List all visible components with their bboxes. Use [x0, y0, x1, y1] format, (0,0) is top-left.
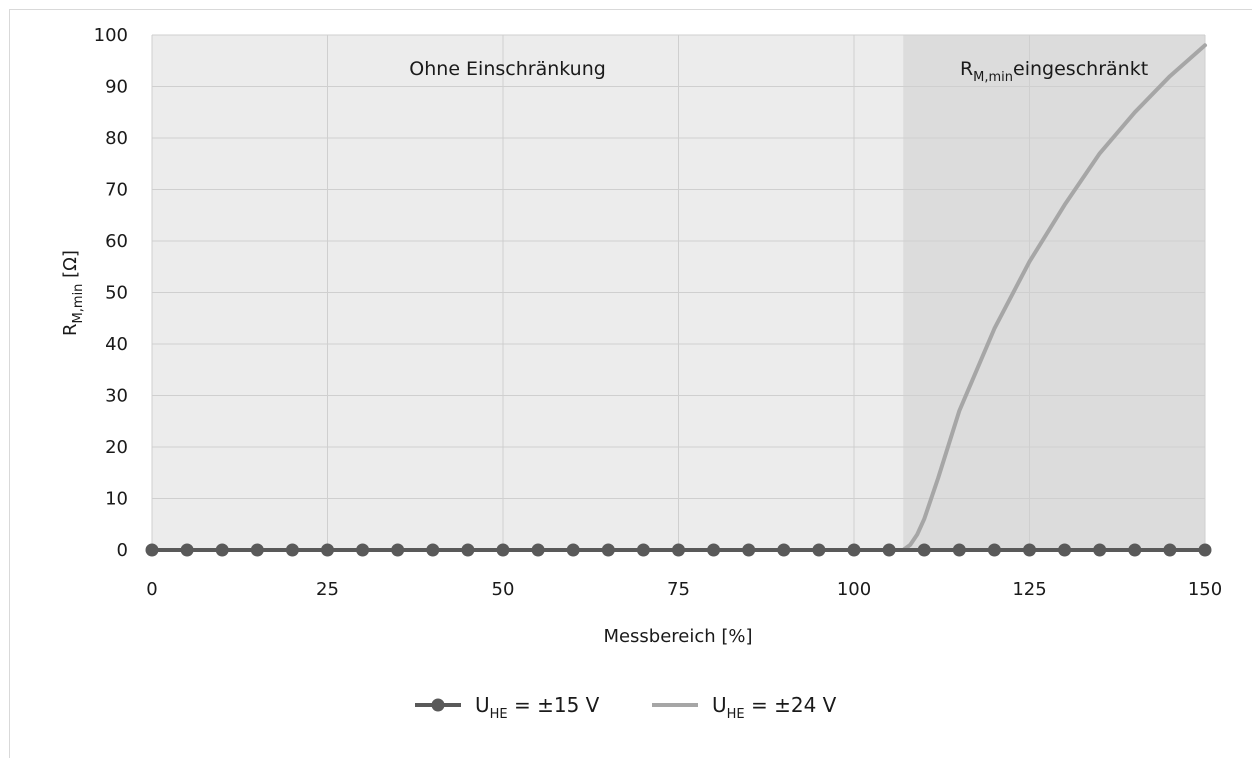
- y-tick-label: 100: [94, 25, 128, 46]
- y-axis-title-main: R: [60, 323, 81, 336]
- chart-frame: [9, 9, 1252, 758]
- legend-label-2: UHE = ±24 V: [712, 693, 837, 722]
- region-label-1-main: Ohne Einschränkung: [409, 58, 606, 80]
- y-tick-label: 0: [117, 540, 128, 561]
- series-1-point: [1093, 543, 1107, 557]
- series-1-point: [285, 543, 299, 557]
- x-tick-label: 0: [146, 579, 157, 600]
- series-1-point: [601, 543, 615, 557]
- legend-label-2-main: U: [712, 693, 727, 717]
- series-1-point: [145, 543, 159, 557]
- series-1-point: [1128, 543, 1142, 557]
- x-tick-label: 100: [837, 579, 871, 600]
- region-label-2-main: R: [960, 58, 973, 80]
- y-axis-title: RM,min [Ω]: [60, 250, 86, 336]
- series-1-point: [250, 543, 264, 557]
- y-tick-label: 70: [105, 180, 128, 201]
- series-1-point: [426, 543, 440, 557]
- series-1-point: [742, 543, 756, 557]
- series-1-point: [321, 543, 334, 557]
- legend-label-1-main: U: [475, 693, 490, 717]
- series-1-point: [1198, 543, 1212, 557]
- y-tick-label: 50: [105, 283, 128, 304]
- series-1-point: [987, 543, 1001, 557]
- y-tick-label: 60: [105, 231, 128, 252]
- y-axis-title-sub: M,min: [71, 284, 86, 324]
- series-1-point: [952, 543, 966, 557]
- series-1-point: [461, 543, 475, 557]
- series-layer: [145, 43, 1212, 557]
- legend-label-1-sub: HE: [490, 707, 508, 722]
- x-tick-label: 150: [1188, 579, 1222, 600]
- series-1-point: [496, 543, 510, 557]
- region-label-2: RM,mineingeschränkt: [960, 58, 1148, 85]
- y-tick-label: 30: [105, 386, 128, 407]
- series-1-point: [707, 543, 721, 557]
- legend: UHE = ±15 V UHE = ±24 V: [415, 693, 837, 722]
- region-label-2-sub: M,min: [973, 70, 1013, 85]
- series-1-point: [847, 543, 861, 557]
- region-labels-layer: Ohne Einschränkung RM,mineingeschränkt: [409, 58, 1148, 85]
- series-1-point: [215, 543, 229, 557]
- x-tick-label: 25: [316, 579, 339, 600]
- series-1-point: [636, 543, 650, 557]
- y-tick-labels: 0 10 20 30 40 50 60 70 80 90 100: [94, 25, 128, 561]
- series-1-point: [531, 543, 545, 557]
- legend-label-2-rest: = ±24 V: [745, 693, 837, 717]
- x-tick-label: 75: [667, 579, 690, 600]
- region-label-2-rest: eingeschränkt: [1013, 58, 1148, 80]
- series-1-point: [1058, 543, 1072, 557]
- legend-label-1: UHE = ±15 V: [475, 693, 600, 722]
- series-1-point: [356, 543, 370, 557]
- series-1-point: [882, 543, 896, 557]
- grid-layer: [151, 34, 1206, 551]
- x-axis-title: Messbereich [%]: [603, 626, 752, 647]
- legend-label-1-rest: = ±15 V: [508, 693, 600, 717]
- y-tick-label: 80: [105, 128, 128, 149]
- legend-label-2-sub: HE: [727, 707, 745, 722]
- x-tick-label: 50: [492, 579, 515, 600]
- series-1-point: [672, 543, 685, 557]
- series-1-point: [180, 543, 194, 557]
- y-tick-label: 90: [105, 77, 128, 98]
- y-tick-label: 40: [105, 334, 128, 355]
- y-tick-label: 10: [105, 489, 128, 510]
- y-tick-label: 20: [105, 437, 128, 458]
- series-1-point: [1163, 543, 1177, 557]
- x-tick-labels: 0 25 50 75 100 125 150: [146, 579, 1222, 600]
- region-label-1: Ohne Einschränkung: [409, 58, 606, 80]
- series-1-point: [917, 543, 931, 557]
- series-1-point: [566, 543, 580, 557]
- series-1-point: [812, 543, 826, 557]
- series-1-point: [777, 543, 791, 557]
- x-tick-label: 125: [1012, 579, 1046, 600]
- y-axis-title-rest: [Ω]: [60, 250, 81, 284]
- series-1-point: [391, 543, 405, 557]
- legend-marker-1: [431, 698, 445, 712]
- series-1-point: [1023, 543, 1036, 557]
